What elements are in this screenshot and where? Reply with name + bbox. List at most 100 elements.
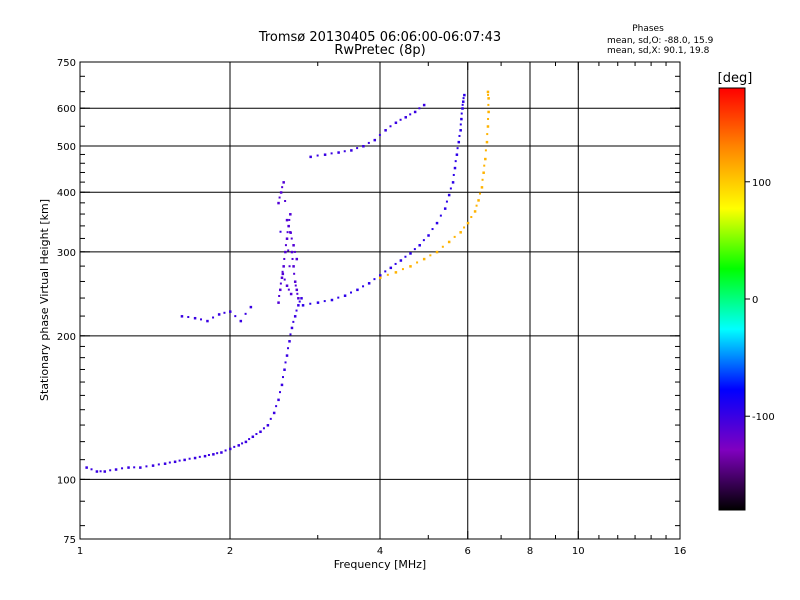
data-point bbox=[233, 445, 236, 448]
colorbar bbox=[718, 87, 746, 511]
data-point bbox=[217, 313, 221, 316]
data-point bbox=[487, 117, 490, 120]
data-point bbox=[259, 430, 262, 434]
data-point bbox=[416, 261, 419, 264]
data-point bbox=[343, 150, 346, 153]
data-point bbox=[451, 181, 455, 184]
data-point bbox=[151, 464, 155, 467]
data-point bbox=[95, 470, 99, 473]
data-point bbox=[292, 320, 295, 323]
data-point bbox=[485, 140, 489, 144]
data-point bbox=[295, 309, 298, 312]
data-point bbox=[413, 110, 417, 114]
data-point bbox=[277, 301, 280, 304]
data-point bbox=[193, 316, 197, 320]
data-point bbox=[212, 316, 215, 319]
data-point bbox=[284, 250, 287, 254]
x-tick-label: 4 bbox=[377, 546, 383, 557]
plot-points bbox=[85, 90, 490, 473]
data-point bbox=[293, 280, 297, 283]
data-point bbox=[127, 466, 130, 469]
colorbar-tick-label: -100 bbox=[752, 412, 775, 423]
data-point bbox=[223, 311, 226, 314]
data-point bbox=[251, 435, 255, 439]
data-point bbox=[255, 433, 258, 436]
data-point bbox=[482, 171, 485, 174]
data-point bbox=[288, 340, 291, 343]
data-point bbox=[456, 147, 459, 150]
data-point bbox=[269, 417, 272, 420]
data-point bbox=[394, 121, 398, 125]
data-point bbox=[487, 97, 490, 100]
data-point bbox=[301, 304, 305, 307]
data-point bbox=[193, 456, 197, 460]
data-point bbox=[418, 107, 421, 110]
data-point bbox=[187, 316, 190, 319]
phase-stats-x: mean, sd,X: 90.1, 19.8 bbox=[607, 46, 710, 56]
data-point bbox=[239, 319, 243, 323]
data-point bbox=[282, 265, 285, 268]
data-point bbox=[279, 391, 282, 394]
data-point bbox=[462, 97, 465, 100]
data-point bbox=[475, 204, 478, 207]
data-point bbox=[487, 93, 490, 96]
y-tick-label: 600 bbox=[57, 104, 76, 115]
data-point bbox=[293, 250, 296, 253]
data-point bbox=[293, 272, 296, 275]
colorbar-tick-label: 100 bbox=[752, 178, 771, 189]
data-point bbox=[480, 186, 484, 189]
data-point bbox=[350, 149, 353, 152]
data-point bbox=[292, 265, 295, 268]
data-point bbox=[296, 292, 299, 295]
data-point bbox=[237, 444, 240, 447]
data-point bbox=[459, 231, 462, 234]
data-point bbox=[298, 300, 301, 303]
data-point bbox=[283, 257, 286, 260]
x-tick-label: 1 bbox=[77, 546, 83, 557]
data-point bbox=[295, 257, 299, 261]
data-point bbox=[278, 196, 281, 199]
data-point bbox=[477, 199, 480, 202]
y-tick-label: 750 bbox=[57, 58, 76, 69]
data-point bbox=[462, 100, 465, 103]
data-point bbox=[139, 466, 142, 469]
data-point bbox=[284, 199, 287, 202]
data-point bbox=[285, 284, 289, 287]
data-point bbox=[422, 103, 426, 107]
data-point bbox=[439, 214, 442, 217]
data-point bbox=[422, 239, 425, 242]
data-point bbox=[404, 116, 407, 119]
data-point bbox=[316, 154, 319, 157]
data-point bbox=[337, 151, 340, 154]
data-point bbox=[452, 173, 455, 176]
data-point bbox=[394, 271, 398, 274]
data-point bbox=[362, 285, 365, 288]
data-point bbox=[90, 468, 93, 471]
data-point bbox=[216, 452, 219, 455]
data-point bbox=[457, 140, 461, 144]
data-point bbox=[287, 347, 290, 350]
data-point bbox=[431, 228, 434, 231]
y-axis-label: Stationary phase Virtual Height [km] bbox=[38, 199, 51, 401]
data-point bbox=[443, 207, 447, 210]
data-point bbox=[316, 301, 320, 304]
data-point bbox=[278, 294, 281, 297]
data-point bbox=[289, 292, 293, 296]
data-point bbox=[121, 467, 124, 470]
y-axis: 75 100 200 300 400 500 600 750 bbox=[57, 58, 680, 546]
x-tick-label: 8 bbox=[527, 546, 533, 557]
data-point bbox=[460, 112, 463, 115]
data-point bbox=[458, 134, 461, 137]
data-point bbox=[114, 468, 118, 471]
data-point bbox=[178, 459, 181, 462]
data-point bbox=[418, 244, 421, 247]
data-point bbox=[401, 268, 404, 271]
data-point bbox=[133, 466, 136, 469]
data-point bbox=[461, 107, 464, 110]
data-point bbox=[279, 288, 282, 292]
data-point bbox=[323, 153, 327, 156]
x-axis-label: Frequency [MHz] bbox=[334, 558, 426, 571]
data-point bbox=[280, 383, 284, 387]
data-point bbox=[389, 125, 392, 128]
data-point bbox=[463, 93, 466, 97]
